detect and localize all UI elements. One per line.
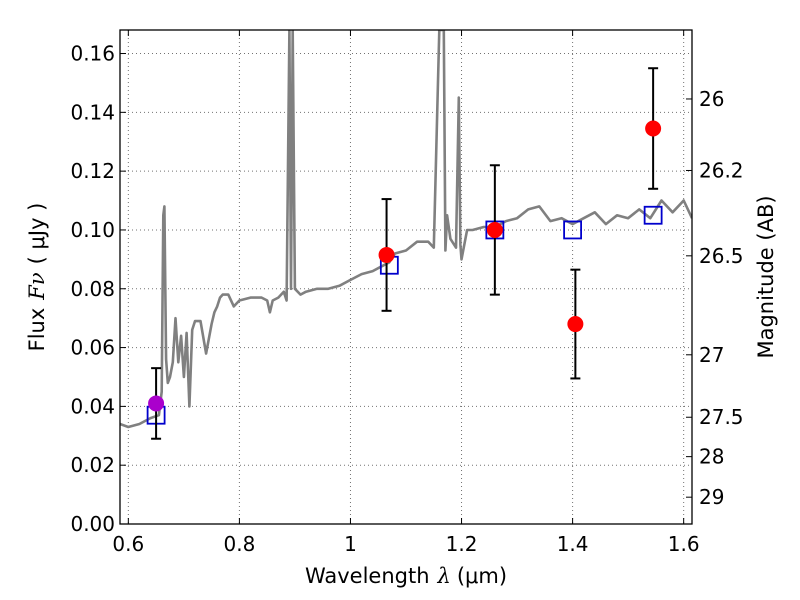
y-tick-label: 0.04 <box>70 394 115 418</box>
y-tick-label: 0.08 <box>70 277 115 301</box>
x-tick-label: 1.4 <box>557 532 589 556</box>
y2-tick-label: 28 <box>699 445 724 469</box>
x-tick-label: 1.2 <box>446 532 478 556</box>
x-tick-label: 1 <box>344 532 357 556</box>
y-tick-label: 0.16 <box>70 42 115 66</box>
observed-point <box>486 221 503 238</box>
tick-layer: 0.6 0.8 1 1.2 1.4 1.6 0.00 0.02 0.04 0.06 0.08 0.10… <box>70 30 744 556</box>
series-layer <box>120 30 692 440</box>
y-tick-label: 0.00 <box>70 512 115 536</box>
y-tick-label: 0.12 <box>70 159 115 183</box>
observed-point <box>645 120 662 137</box>
y-axis-label: FluxFν( μJy ) <box>25 203 49 352</box>
plot-frame <box>119 29 693 525</box>
x-tick-label: 1.6 <box>668 532 700 556</box>
observed-point <box>148 395 165 412</box>
y-tick-label: 0.10 <box>70 218 115 242</box>
observed-point <box>378 246 395 263</box>
y2-axis-label: Magnitude (AB) <box>754 195 778 358</box>
x-axis-label: Wavelength λ (μm) <box>305 564 507 588</box>
grid-layer <box>120 30 692 525</box>
model-photometry-square <box>643 205 663 225</box>
y2-tick-label: 26 <box>699 87 724 111</box>
y-tick-label: 0.14 <box>70 100 115 124</box>
y2-tick-label: 27 <box>699 343 724 367</box>
model-photometry-square <box>563 220 583 240</box>
y-tick-label: 0.02 <box>70 453 115 477</box>
model-spectrum-line <box>120 30 692 429</box>
y2-tick-label: 29 <box>699 485 724 509</box>
observed-point <box>567 316 584 333</box>
y-tick-label: 0.06 <box>70 336 115 360</box>
y2-tick-label: 27.5 <box>699 405 744 429</box>
x-tick-label: 0.6 <box>112 532 144 556</box>
x-tick-label: 0.8 <box>223 532 255 556</box>
y2-tick-label: 26.5 <box>699 244 744 268</box>
y2-tick-label: 26.2 <box>699 158 744 182</box>
